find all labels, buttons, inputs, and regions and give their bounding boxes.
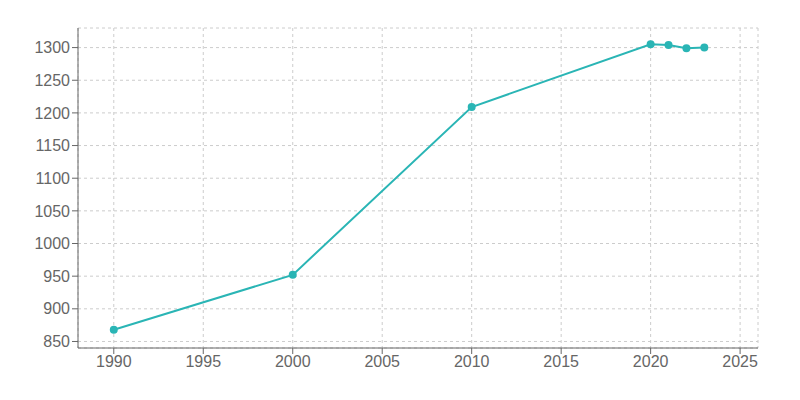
svg-text:2000: 2000	[275, 353, 311, 370]
svg-text:950: 950	[43, 268, 70, 285]
svg-text:1995: 1995	[185, 353, 221, 370]
svg-text:1050: 1050	[34, 203, 70, 220]
svg-text:850: 850	[43, 333, 70, 350]
svg-text:900: 900	[43, 300, 70, 317]
svg-text:1250: 1250	[34, 72, 70, 89]
svg-text:2005: 2005	[364, 353, 400, 370]
svg-text:2015: 2015	[543, 353, 579, 370]
svg-text:1990: 1990	[96, 353, 132, 370]
svg-text:1200: 1200	[34, 105, 70, 122]
svg-text:2010: 2010	[454, 353, 490, 370]
svg-text:1150: 1150	[36, 137, 71, 154]
svg-text:2020: 2020	[633, 353, 669, 370]
svg-text:1000: 1000	[34, 235, 70, 252]
svg-text:1300: 1300	[34, 39, 70, 56]
svg-text:1100: 1100	[36, 170, 71, 187]
svg-text:2025: 2025	[722, 353, 758, 370]
